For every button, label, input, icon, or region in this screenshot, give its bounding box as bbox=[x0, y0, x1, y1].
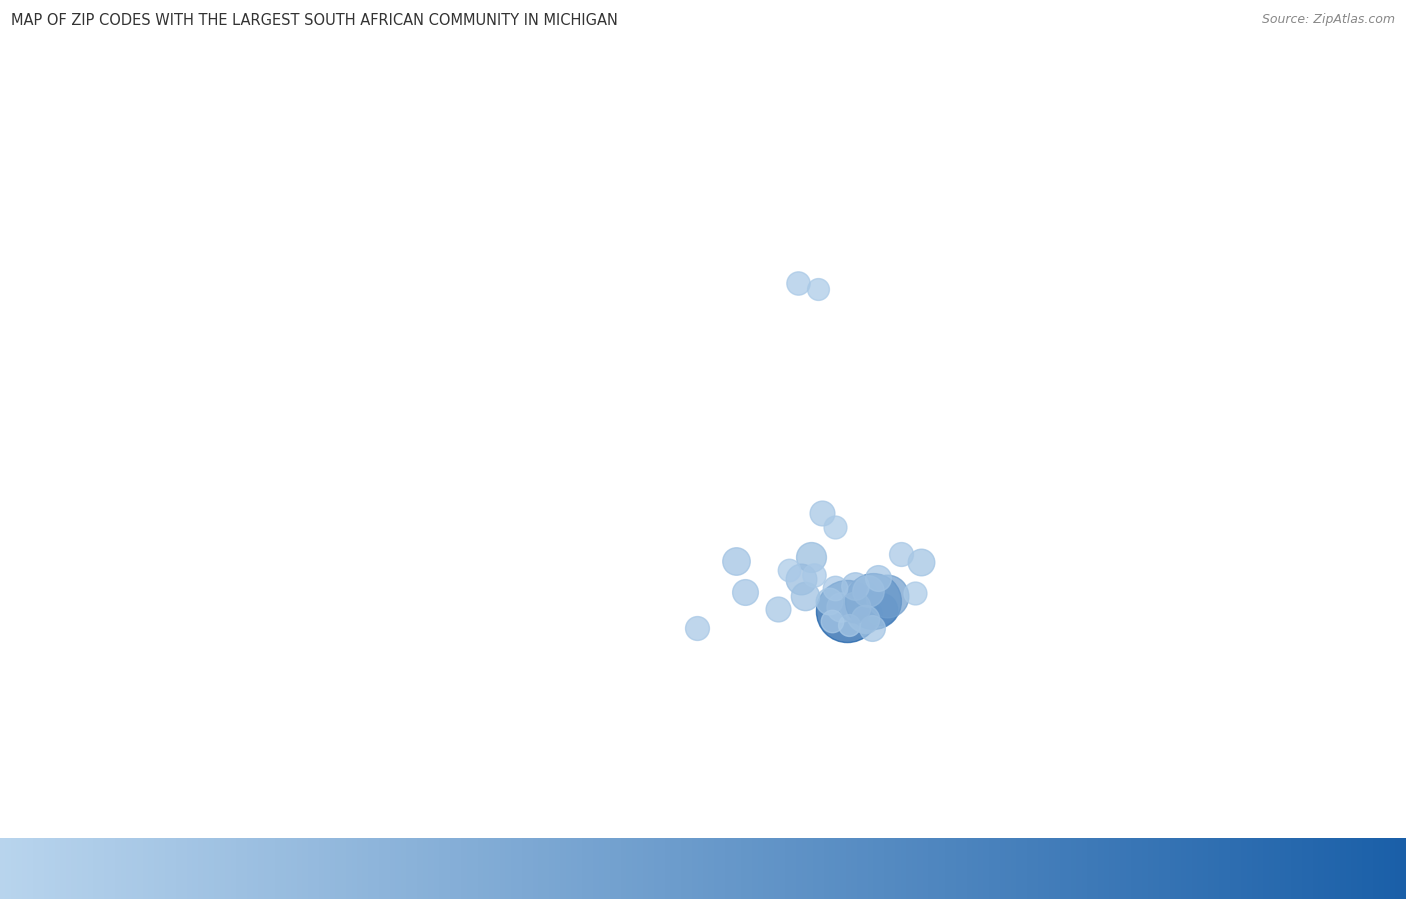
Point bbox=[786, 276, 808, 290]
Point bbox=[778, 563, 800, 577]
Point bbox=[793, 589, 815, 603]
Point bbox=[844, 578, 866, 592]
Point bbox=[849, 590, 872, 604]
Point bbox=[904, 586, 927, 601]
Point bbox=[686, 621, 709, 636]
Point bbox=[890, 547, 912, 562]
Point bbox=[862, 594, 884, 609]
Point bbox=[835, 603, 858, 618]
Point bbox=[734, 584, 756, 599]
Point bbox=[824, 520, 846, 534]
Point bbox=[856, 583, 879, 598]
Point bbox=[838, 618, 860, 632]
Point bbox=[876, 589, 898, 603]
Point bbox=[821, 613, 844, 628]
Point bbox=[807, 281, 830, 296]
Point bbox=[910, 555, 932, 569]
Point bbox=[789, 572, 811, 586]
Point bbox=[803, 568, 825, 583]
Point bbox=[855, 612, 877, 627]
Point bbox=[870, 601, 893, 616]
Point bbox=[724, 554, 747, 568]
Point bbox=[818, 594, 841, 609]
Point bbox=[860, 621, 883, 636]
Point bbox=[824, 581, 846, 595]
Text: MAP OF ZIP CODES WITH THE LARGEST SOUTH AFRICAN COMMUNITY IN MICHIGAN: MAP OF ZIP CODES WITH THE LARGEST SOUTH … bbox=[11, 13, 619, 29]
Point bbox=[800, 549, 823, 564]
Point bbox=[810, 505, 832, 520]
Point bbox=[852, 607, 875, 621]
Point bbox=[766, 601, 789, 616]
Point bbox=[830, 600, 852, 614]
Point bbox=[866, 571, 889, 585]
Text: Source: ZipAtlas.com: Source: ZipAtlas.com bbox=[1261, 13, 1395, 26]
Point bbox=[844, 600, 866, 614]
